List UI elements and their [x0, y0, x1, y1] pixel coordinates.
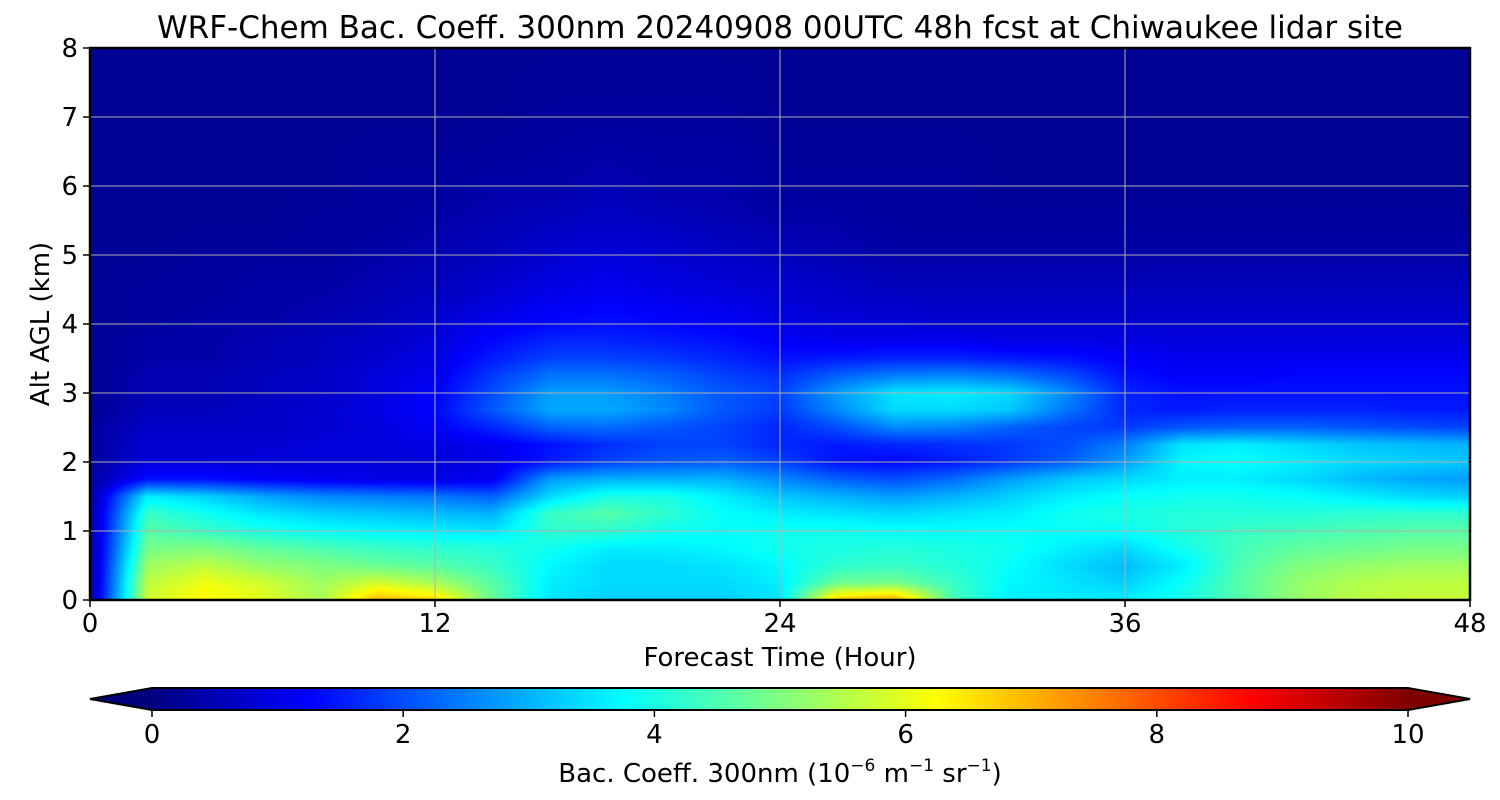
y-axis-label: Alt AGL (km)	[26, 242, 56, 406]
x-axis: 0 12 24 36 48	[82, 600, 1487, 639]
x-tick-label: 0	[82, 609, 99, 639]
colorbar: 0 2 4 6 8 10 Bac. Coeff. 300nm (10−6 m−1 sr−1…	[89, 687, 1471, 789]
y-tick-label: 3	[61, 379, 78, 409]
colorbar-label-unit-m: m	[875, 759, 909, 789]
colorbar-label-end: )	[992, 759, 1002, 789]
y-tick-label: 8	[61, 34, 78, 64]
colorbar-label: Bac. Coeff. 300nm (10−6 m−1 sr−1)	[558, 756, 1001, 789]
grid	[90, 48, 1470, 600]
colorbar-gradient	[152, 688, 1408, 710]
colorbar-label-unit-sr: sr	[934, 759, 967, 789]
plot-area	[88, 46, 1472, 602]
colorbar-label-main: Bac. Coeff. 300nm (10	[558, 759, 850, 789]
colorbar-tick-label: 2	[395, 720, 412, 750]
x-axis-label: Forecast Time (Hour)	[643, 643, 916, 673]
colorbar-ticks: 0 2 4 6 8 10	[144, 710, 1425, 750]
x-tick-label: 12	[418, 609, 451, 639]
y-tick-label: 5	[61, 241, 78, 271]
x-tick-label: 36	[1108, 609, 1141, 639]
y-tick-label: 1	[61, 517, 78, 547]
y-tick-label: 2	[61, 448, 78, 478]
colorbar-tick-label: 6	[897, 720, 914, 750]
colorbar-tick-label: 8	[1149, 720, 1166, 750]
colorbar-under-extension	[90, 688, 152, 710]
colorbar-tick-label: 0	[144, 720, 161, 750]
x-tick-label: 24	[763, 609, 796, 639]
chart-title: WRF-Chem Bac. Coeff. 300nm 20240908 00UT…	[157, 10, 1403, 46]
y-tick-label: 4	[61, 310, 78, 340]
colorbar-label-exp-2: −1	[909, 756, 934, 776]
y-tick-label: 7	[61, 103, 78, 133]
x-tick-label: 48	[1453, 609, 1486, 639]
colorbar-tick-label: 10	[1391, 720, 1424, 750]
y-axis: 0 1 2 3 4 5 6 7 8	[61, 34, 90, 616]
y-tick-label: 6	[61, 172, 78, 202]
colorbar-over-extension	[1408, 688, 1470, 710]
colorbar-label-exp-3: −1	[967, 756, 992, 776]
colorbar-label-exp-1: −6	[850, 756, 875, 776]
colorbar-tick-label: 4	[646, 720, 663, 750]
y-tick-label: 0	[61, 586, 78, 616]
